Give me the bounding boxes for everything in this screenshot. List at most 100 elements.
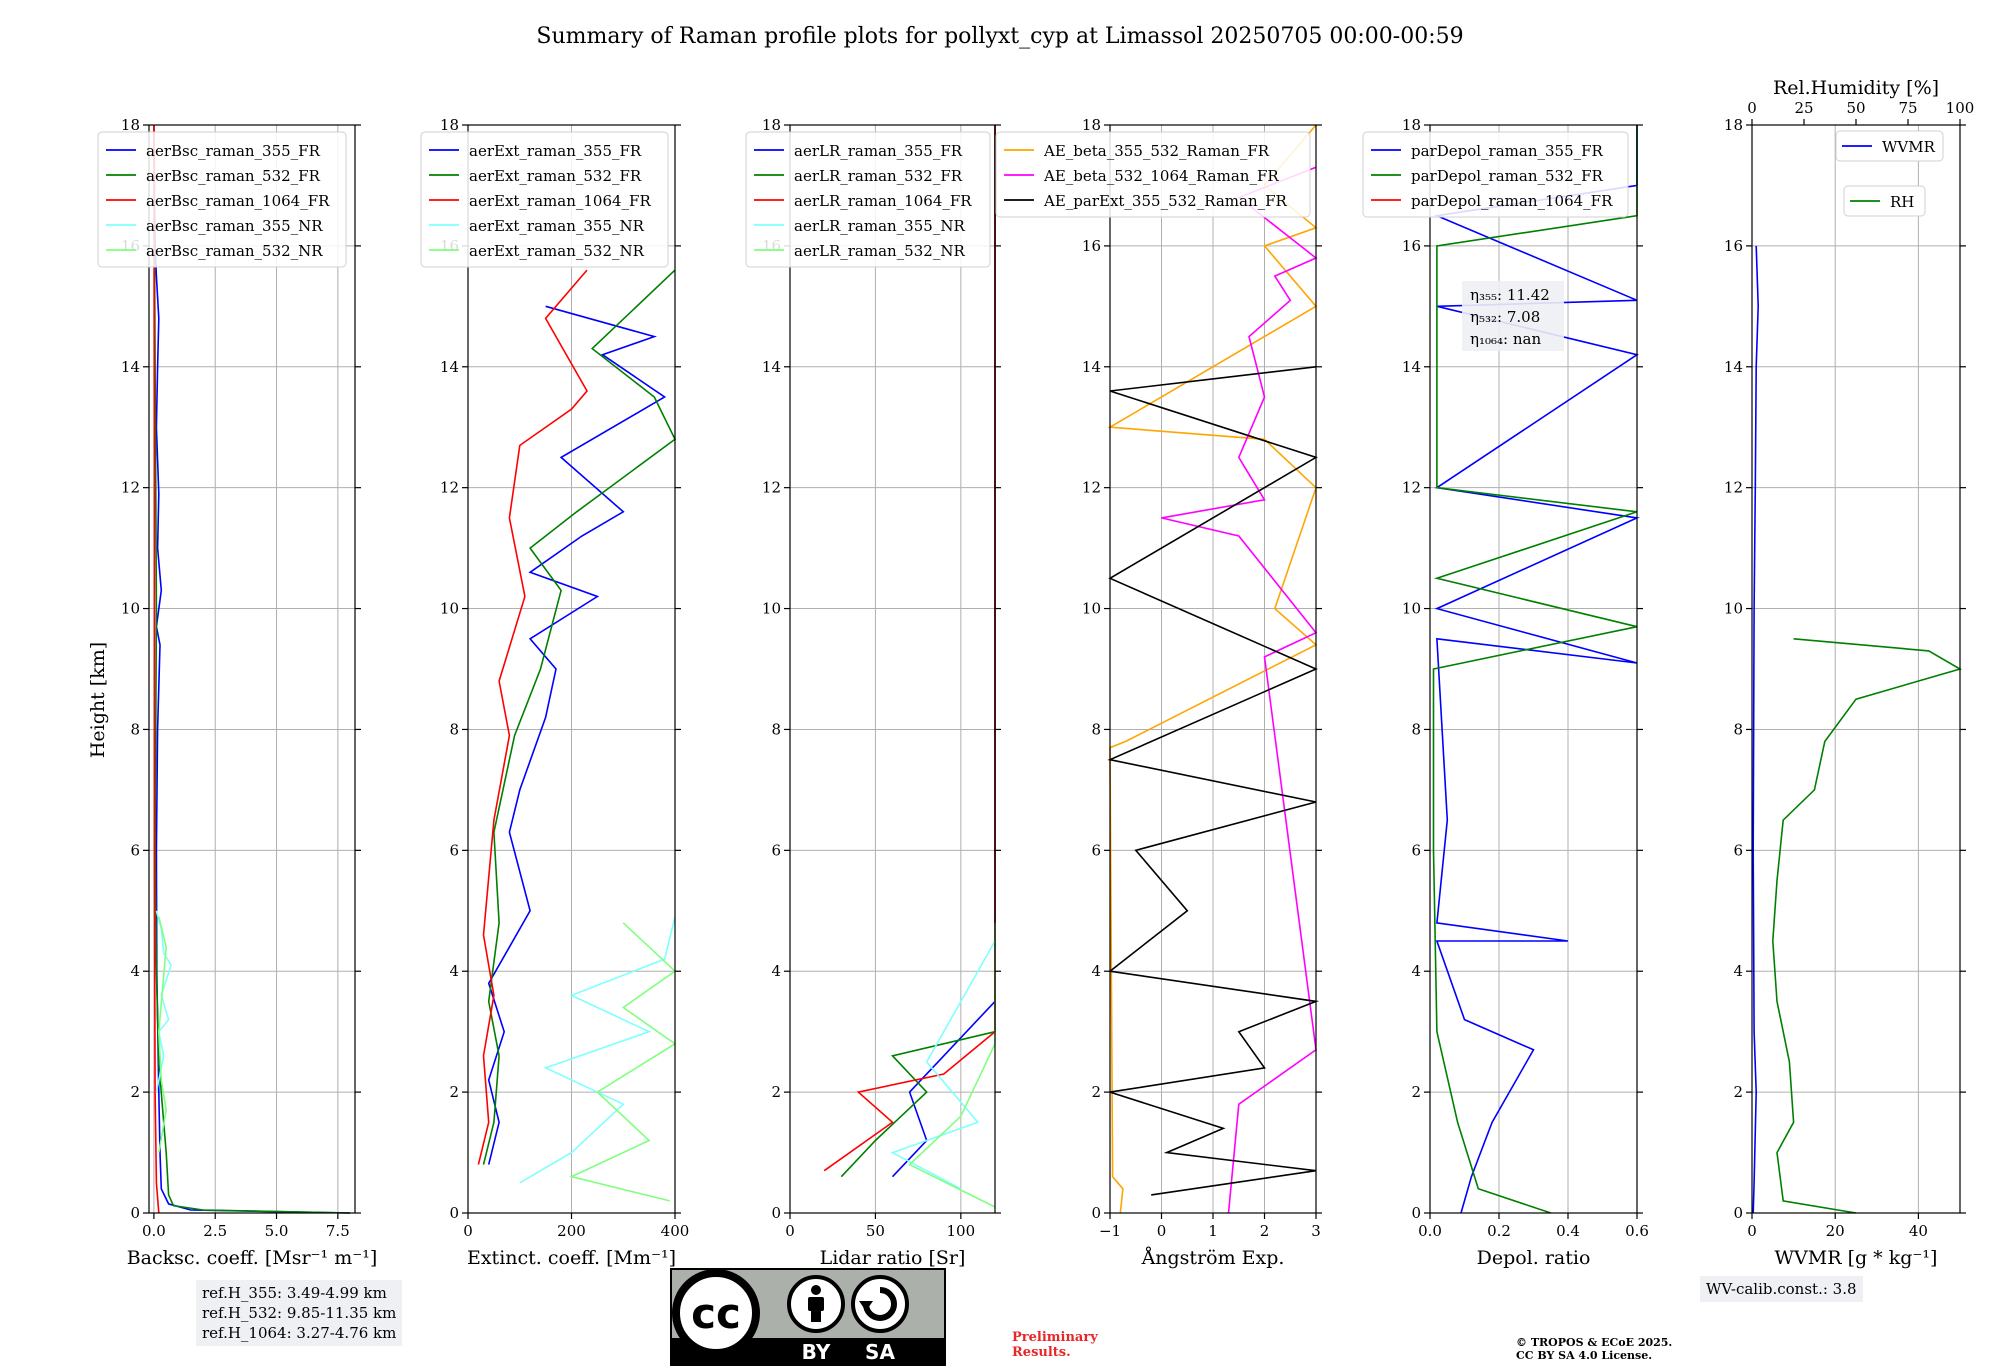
y-tick-label: 0 — [449, 1204, 459, 1222]
y-axis-label: Height [km] — [87, 642, 109, 758]
legend-label: parDepol_raman_532_FR — [1411, 167, 1604, 185]
y-tick-label: 2 — [1411, 1083, 1421, 1101]
series-line-aerExt_raman_1064_FR — [477, 269, 588, 1165]
chart-panel-2: 0246810121416180200400Extinct. coeff. [M… — [420, 116, 690, 1269]
y-tick-label: 6 — [1411, 841, 1421, 859]
legend-label: aerLR_raman_1064_FR — [794, 192, 972, 210]
legend-label: aerExt_raman_355_NR — [469, 217, 645, 235]
y-tick-label: 18 — [1724, 116, 1743, 134]
y-tick-label: 6 — [449, 841, 459, 859]
legend-label: aerExt_raman_1064_FR — [469, 192, 651, 210]
x-tick-label: 50 — [866, 1222, 885, 1240]
y-tick-label: 10 — [1402, 600, 1421, 618]
legend: aerBsc_raman_355_FR aerBsc_raman_532_FRae… — [97, 131, 347, 268]
x-axis-label: Lidar ratio [Sr] — [820, 1247, 966, 1269]
x-tick-label: 2.5 — [203, 1222, 227, 1240]
series-line-aerBsc_raman_355_FR — [153, 124, 351, 1214]
x-tick-label: −1 — [1099, 1222, 1121, 1240]
y-tick-label: 12 — [121, 479, 140, 497]
x2-tick-label: 25 — [1794, 99, 1813, 117]
y-tick-label: 16 — [1082, 237, 1101, 255]
y-tick-label: 14 — [1082, 358, 1101, 376]
y-tick-label: 2 — [771, 1083, 781, 1101]
eta-line: η₁₀₆₄: nan — [1470, 330, 1541, 348]
legend-label: AE_beta_532_1064_Raman_FR — [1043, 167, 1279, 185]
y-tick-label: 4 — [1733, 962, 1743, 980]
cc-mark: cc — [691, 1289, 741, 1338]
y-tick-label: 12 — [1402, 479, 1421, 497]
x-tick-label: 0.6 — [1625, 1222, 1649, 1240]
legend-label: aerExt_raman_355_FR — [469, 142, 642, 160]
legend-label: aerExt_raman_532_FR — [469, 167, 642, 185]
x2-tick-label: 50 — [1846, 99, 1865, 117]
wv-calib-box: WV-calib.const.: 3.8 — [1700, 1276, 1863, 1302]
y-tick-label: 0 — [771, 1204, 781, 1222]
legend: AE_beta_355_532_Raman_FR AE_beta_532_1064… — [995, 131, 1311, 218]
x-tick-label: 0.4 — [1556, 1222, 1580, 1240]
x-tick-label: 0.2 — [1487, 1222, 1511, 1240]
series-line-aerLR_raman_355_FR — [891, 125, 996, 1178]
eta-line: η₅₃₂: 7.08 — [1470, 308, 1540, 326]
x-tick-label: 0 — [1157, 1222, 1167, 1240]
y-tick-label: 16 — [1402, 237, 1421, 255]
y-tick-label: 2 — [1091, 1083, 1101, 1101]
legend-label: WVMR — [1882, 138, 1936, 156]
y-tick-label: 2 — [449, 1083, 459, 1101]
x-tick-label: 7.5 — [326, 1222, 350, 1240]
legend-label: aerBsc_raman_355_FR — [146, 142, 321, 160]
series-line-aerExt_raman_532_NR — [569, 922, 677, 1202]
y-tick-label: 0 — [1091, 1204, 1101, 1222]
legend-frame — [97, 131, 347, 268]
ref-height-532: ref.H_532: 9.85-11.35 km — [202, 1304, 397, 1322]
share-alike-icon — [851, 1275, 909, 1333]
legend-label: aerBsc_raman_355_NR — [146, 217, 323, 235]
legend-frame — [1835, 130, 1944, 162]
x-axis-label: Ångström Exp. — [1141, 1247, 1285, 1269]
x-axis-label: Depol. ratio — [1477, 1247, 1591, 1269]
y-tick-label: 0 — [1733, 1204, 1743, 1222]
y-tick-label: 4 — [1411, 962, 1421, 980]
y-tick-label: 0 — [1411, 1204, 1421, 1222]
legend-frame — [995, 131, 1311, 218]
series-line-aerLR_raman_1064_FR — [823, 125, 996, 1172]
y-tick-label: 8 — [449, 720, 459, 738]
x2-tick-label: 75 — [1898, 99, 1917, 117]
ref-heights-box: ref.H_355: 3.49-4.99 km ref.H_532: 9.85-… — [196, 1280, 403, 1346]
x2-tick-label: 100 — [1946, 99, 1975, 117]
chart-panel-3: 024681012141618050100Lidar ratio [Sr]aer… — [745, 116, 1001, 1269]
y-tick-label: 10 — [1082, 600, 1101, 618]
legend: aerLR_raman_355_FR aerLR_raman_532_FR aerL… — [745, 131, 991, 268]
series-line-aerLR_raman_532_FR — [840, 125, 996, 1178]
x-tick-label: 40 — [1909, 1222, 1928, 1240]
x-tick-label: 2 — [1260, 1222, 1270, 1240]
x-tick-label: 100 — [947, 1222, 976, 1240]
eta-frame — [1462, 281, 1564, 351]
series-line-aerExt_raman_355_NR — [519, 916, 676, 1184]
y-tick-label: 10 — [440, 600, 459, 618]
y-tick-label: 8 — [1091, 720, 1101, 738]
preliminary-note: Preliminary Results. — [1012, 1330, 1098, 1360]
series-line-AE_parExt_355_532_Raman_FR — [1107, 366, 1320, 1196]
y-tick-label: 10 — [762, 600, 781, 618]
y-tick-label: 8 — [771, 720, 781, 738]
y-tick-label: 18 — [762, 116, 781, 134]
legend-rh: RH — [1843, 185, 1926, 217]
y-tick-label: 14 — [1402, 358, 1421, 376]
y-tick-label: 4 — [771, 962, 781, 980]
legend-label: AE_beta_355_532_Raman_FR — [1043, 142, 1270, 160]
x-tick-label: 20 — [1826, 1222, 1845, 1240]
y-tick-label: 12 — [1724, 479, 1743, 497]
x-tick-label: 0.0 — [1418, 1222, 1442, 1240]
y-tick-label: 4 — [1091, 962, 1101, 980]
y-tick-label: 18 — [1082, 116, 1101, 134]
legend-label: aerBsc_raman_532_NR — [146, 242, 323, 260]
series-line-RH — [1771, 638, 1963, 1214]
x-tick-label: 400 — [661, 1222, 690, 1240]
x-tick-label: 3 — [1311, 1222, 1321, 1240]
y-tick-label: 8 — [1411, 720, 1421, 738]
series-line-aerBsc_raman_532_NR — [157, 916, 168, 1153]
cc-by-sa-logo: cc BY SA — [670, 1268, 946, 1366]
legend-label: aerLR_raman_532_NR — [794, 242, 965, 260]
sa-label: SA — [865, 1340, 895, 1364]
